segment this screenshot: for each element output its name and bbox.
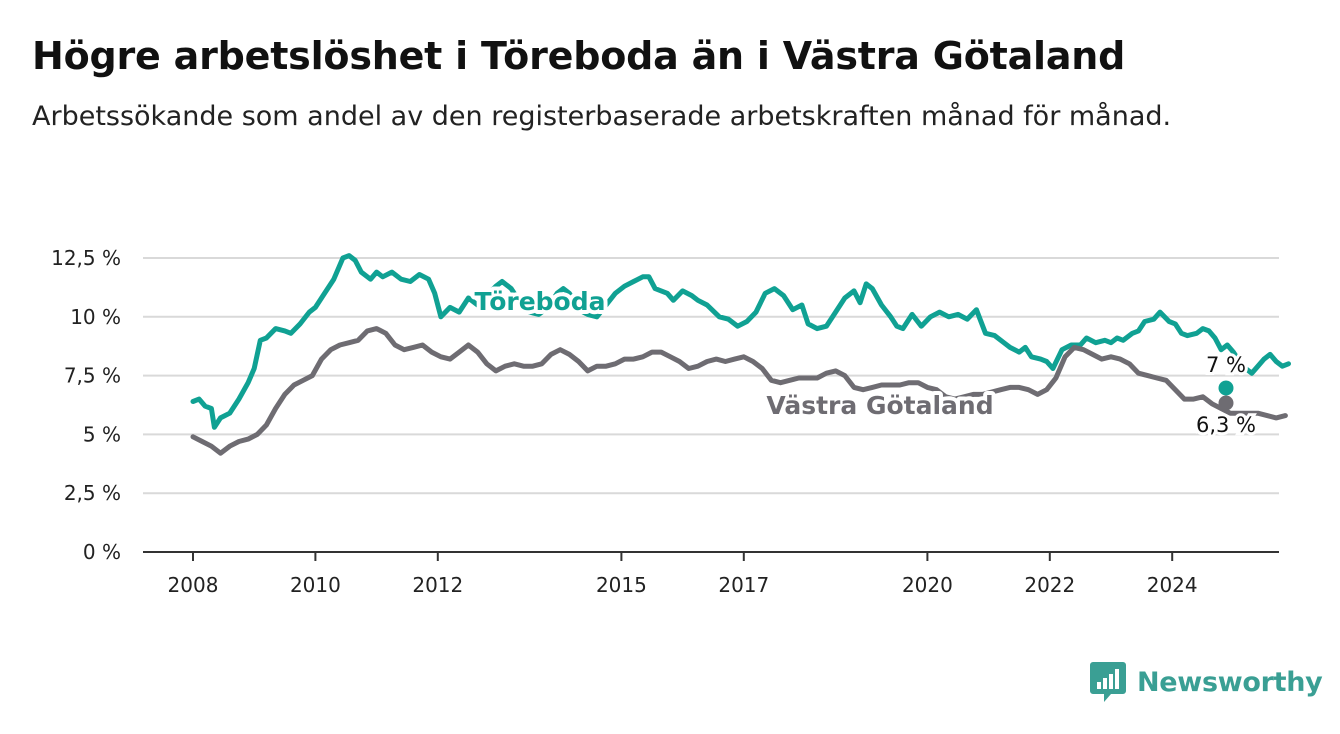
y-axis-ticks: 0 % 2,5 % 5 % 7,5 % 10 % 12,5 % <box>51 246 121 564</box>
x-tick-label: 2020 <box>902 573 953 597</box>
y-tick-label: 0 % <box>83 540 121 564</box>
toreboda-end-label: 7 % <box>1206 353 1246 377</box>
newsworthy-logo-icon <box>1090 662 1126 702</box>
toreboda-end-marker <box>1218 380 1234 396</box>
y-tick-label: 2,5 % <box>64 481 121 505</box>
x-tick-label: 2010 <box>290 573 341 597</box>
x-tick-label: 2017 <box>718 573 769 597</box>
y-tick-label: 5 % <box>83 422 121 446</box>
series-lines <box>190 253 1291 456</box>
x-tick-label: 2015 <box>596 573 647 597</box>
x-axis: 2008 2010 2012 2015 2017 2020 2022 2024 <box>143 551 1279 597</box>
toreboda-series-label: Töreboda <box>474 287 605 316</box>
chart-subtitle: Arbetssökande som andel av den registerb… <box>32 101 1172 132</box>
toreboda-line <box>190 253 1291 430</box>
brand-logo: Newsworthy <box>1089 660 1323 704</box>
y-tick-label: 10 % <box>70 305 121 329</box>
gridlines <box>143 257 1279 495</box>
chart-title: Högre arbetslöshet i Töreboda än i Västr… <box>32 34 1126 78</box>
brand-name: Newsworthy <box>1137 666 1323 698</box>
series-labels: Töreboda Västra Götaland 7 % 6,3 % <box>470 283 1259 440</box>
x-tick-label: 2012 <box>412 573 463 597</box>
x-tick-label: 2024 <box>1147 573 1198 597</box>
vastra-gotaland-end-marker <box>1218 395 1234 411</box>
vastra-gotaland-line <box>190 326 1288 456</box>
x-tick-label: 2022 <box>1024 573 1075 597</box>
vastra-gotaland-end-label: 6,3 % <box>1196 413 1256 437</box>
y-tick-label: 12,5 % <box>51 246 121 270</box>
x-tick-label: 2008 <box>168 573 219 597</box>
vastra-gotaland-series-label: Västra Götaland <box>766 391 993 420</box>
y-tick-label: 7,5 % <box>64 364 121 388</box>
